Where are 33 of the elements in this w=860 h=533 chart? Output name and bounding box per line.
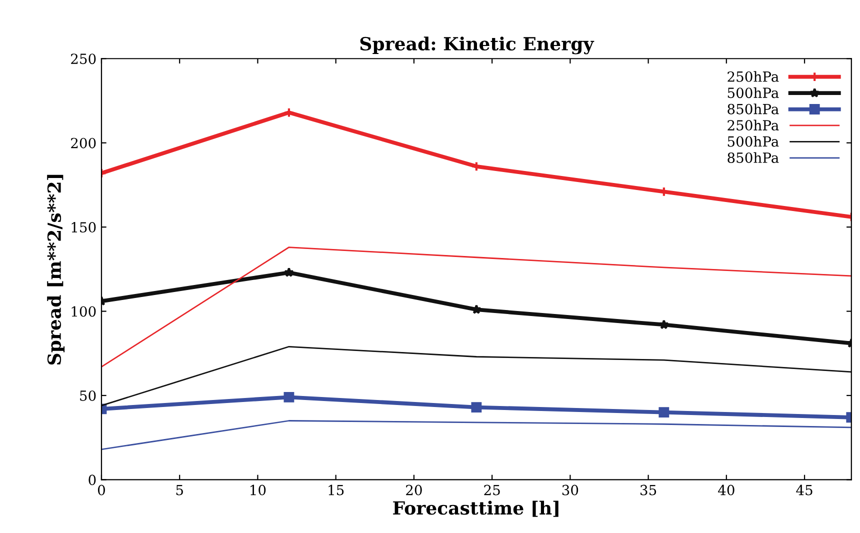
x-tick-label: 40 xyxy=(718,484,734,496)
legend-label: 250hPa xyxy=(728,71,779,82)
y-axis-title: Spread [m**2/s**2] xyxy=(47,174,65,365)
point xyxy=(284,267,294,277)
legend-label: 500hPa xyxy=(728,136,779,147)
legend-label: 850hPa xyxy=(728,104,779,114)
x-tick-label: 35 xyxy=(640,484,656,496)
point xyxy=(658,320,669,330)
line-series xyxy=(101,246,852,368)
point xyxy=(471,402,482,412)
point xyxy=(658,407,670,418)
x-tick-label: 0 xyxy=(98,484,105,496)
legend-label: 850hPa xyxy=(728,152,779,163)
x-tick-label: 25 xyxy=(484,484,500,496)
x-tick-label: 20 xyxy=(406,484,422,496)
y-tick-label: 250 xyxy=(71,54,96,64)
x-axis-title: Forecasttime [h] xyxy=(393,500,558,517)
y-tick-label: 0 xyxy=(88,474,96,486)
y-tick-label: 100 xyxy=(72,306,96,317)
y-tick-label: 150 xyxy=(72,222,96,233)
point xyxy=(284,392,294,402)
x-tick-label: 5 xyxy=(176,484,183,496)
legend-label: 500hPa xyxy=(728,87,779,98)
x-tick-label: 10 xyxy=(250,484,266,496)
x-tick-label: 30 xyxy=(562,484,578,496)
chart-title: Spread: Kinetic Energy xyxy=(360,36,594,54)
y-tick-label: 50 xyxy=(80,390,96,401)
x-tick-label: 45 xyxy=(796,484,812,496)
y-tick-label: 200 xyxy=(71,138,96,148)
legend-label: 250hPa xyxy=(728,120,779,131)
line-series xyxy=(101,420,852,450)
point xyxy=(284,107,294,118)
x-tick-label: 15 xyxy=(328,484,344,496)
